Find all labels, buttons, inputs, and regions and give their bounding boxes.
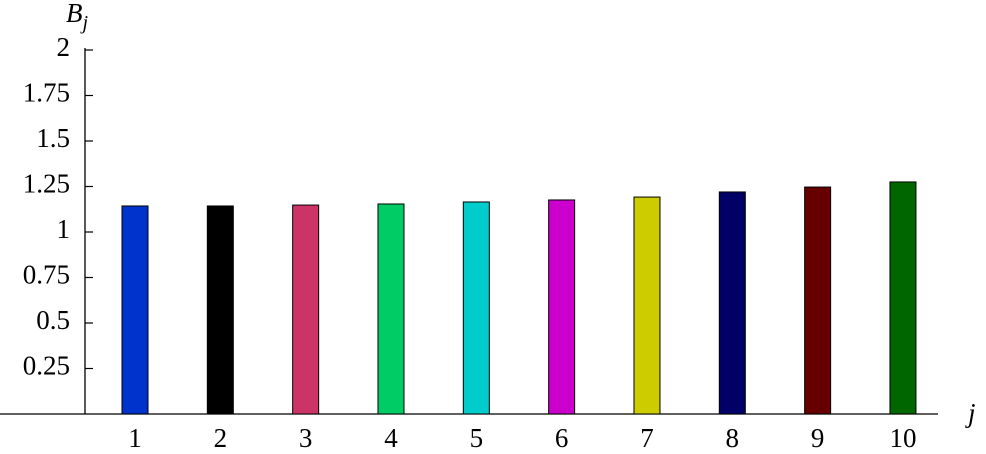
- y-tick-label: 1.75: [23, 78, 70, 108]
- bar: [292, 204, 320, 415]
- x-tick-label: 6: [555, 423, 569, 453]
- y-tick-label: 0.25: [23, 351, 70, 381]
- bar: [889, 181, 917, 415]
- y-tick-label: 2: [57, 32, 71, 62]
- bar: [462, 201, 490, 415]
- y-label-subscript: j: [80, 12, 89, 34]
- x-tick-label: 5: [470, 423, 484, 453]
- y-tick-label: 1: [57, 214, 71, 244]
- bar: [548, 199, 576, 415]
- y-label-main: B: [66, 0, 83, 28]
- x-tick-label: 8: [726, 423, 740, 453]
- y-tick-label: 1.5: [36, 123, 70, 153]
- x-tick-label: 3: [299, 423, 313, 453]
- bar: [206, 205, 234, 415]
- y-axis-label: Bj: [66, 0, 89, 34]
- bar: [633, 196, 661, 415]
- x-tick-label: 10: [889, 423, 916, 453]
- y-tick-label: 0.75: [23, 260, 70, 290]
- bar: [377, 203, 405, 415]
- x-tick-label: 1: [128, 423, 142, 453]
- x-tick-label: 4: [384, 423, 398, 453]
- bar: [718, 191, 746, 415]
- x-tick-label: 9: [811, 423, 825, 453]
- x-tick-label: 7: [640, 423, 654, 453]
- bar: [121, 205, 149, 415]
- y-tick-label: 1.25: [23, 169, 70, 199]
- x-tick-label: 2: [214, 423, 228, 453]
- bar: [804, 186, 832, 415]
- x-axis-label: j: [965, 398, 976, 428]
- y-tick-label: 0.5: [36, 305, 70, 335]
